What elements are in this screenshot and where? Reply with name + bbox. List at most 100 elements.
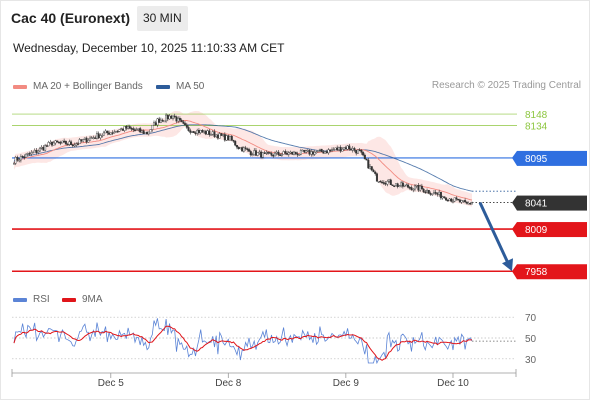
candle-body <box>405 184 408 187</box>
candle-body <box>127 126 130 129</box>
candle-body <box>279 154 282 156</box>
candle-body <box>82 139 85 142</box>
rsi-tick-30: 30 <box>525 355 537 366</box>
candle-body <box>407 184 410 188</box>
candle-body <box>424 191 427 194</box>
candle-body <box>432 192 435 195</box>
candle-body <box>464 200 467 203</box>
ma50-label: MA 50 <box>176 81 205 92</box>
candle-body <box>458 199 461 203</box>
rsi-tick-70: 70 <box>525 313 537 324</box>
candle-body <box>301 149 304 152</box>
candle-body <box>450 198 453 202</box>
legend-rsi: RSI <box>13 294 50 305</box>
candle-body <box>128 126 131 129</box>
candle-body <box>142 130 145 134</box>
candle-body <box>182 121 185 124</box>
level-label-7958: 7958 <box>525 267 548 278</box>
candle-body <box>244 147 247 150</box>
candle-body <box>318 148 321 151</box>
candle-body <box>306 150 309 152</box>
candle-body <box>177 118 180 122</box>
candle-body <box>196 130 199 134</box>
candle-body <box>350 148 353 151</box>
candle-body <box>175 116 178 122</box>
price-levels <box>12 113 517 273</box>
credit-text: Research © 2025 Trading Central <box>431 80 581 91</box>
candle-body <box>206 130 209 135</box>
candle-body <box>222 134 225 136</box>
candle-body <box>282 151 285 155</box>
ma20-line <box>13 119 473 201</box>
candle-body <box>54 140 57 144</box>
chart-datetime: Wednesday, December 10, 2025 11:10:33 AM… <box>13 41 285 55</box>
candle-body <box>16 157 19 161</box>
candle-body <box>370 166 373 171</box>
candle-body <box>83 137 86 140</box>
candle-body <box>401 182 404 187</box>
candle-body <box>256 152 259 156</box>
candle-body <box>51 141 54 146</box>
candle-body <box>367 159 370 169</box>
candle-body <box>90 137 93 139</box>
candle-body <box>393 185 396 187</box>
candle-body <box>289 151 292 154</box>
candle-body <box>429 193 432 195</box>
ma20-swatch <box>13 84 27 89</box>
candle-body <box>313 151 316 155</box>
candle-body <box>118 129 121 132</box>
candle-body <box>239 147 242 150</box>
candle-body <box>211 131 214 135</box>
candle-body <box>291 151 294 155</box>
x-axis: Dec 5 Dec 8 Dec 9 Dec 10 <box>11 369 517 389</box>
candle-body <box>462 200 465 202</box>
candle-body <box>353 148 356 151</box>
candle-body <box>408 187 411 189</box>
rsi-tick-50: 50 <box>525 334 537 345</box>
candle-body <box>123 126 126 131</box>
candle-body <box>235 144 238 148</box>
candle-body <box>311 151 314 155</box>
candle-body <box>358 149 361 152</box>
candle-body <box>184 123 187 126</box>
candle-body <box>135 129 138 131</box>
candle-body <box>85 137 88 143</box>
timeframe-badge[interactable]: 30 MIN <box>137 6 188 31</box>
candle-body <box>336 147 339 151</box>
candle-body <box>178 118 181 121</box>
candle-body <box>303 149 306 153</box>
candle-body <box>97 133 100 139</box>
candle-body <box>165 114 168 122</box>
candle-body <box>94 137 97 139</box>
candle-body <box>465 201 468 204</box>
ma20-label: MA 20 + Bollinger Bands <box>33 81 143 92</box>
candle-body <box>389 179 392 185</box>
candle-body <box>272 155 275 157</box>
candle-body <box>379 181 382 183</box>
x-tick-label: Dec 5 <box>98 378 125 389</box>
candle-body <box>75 143 78 146</box>
candle-body <box>334 147 337 150</box>
candle-body <box>76 143 79 145</box>
candle-body <box>30 152 33 155</box>
candle-body <box>152 122 155 126</box>
candle-body <box>47 142 50 147</box>
candle-body <box>374 171 377 174</box>
candle-body <box>237 146 240 150</box>
candle-body <box>280 154 283 156</box>
candle-body <box>28 153 31 155</box>
candle-body <box>412 188 415 191</box>
candle-body <box>310 151 313 155</box>
level-label-8148: 8148 <box>525 110 548 121</box>
candle-body <box>130 127 133 130</box>
rsi-panel: 70 50 30 <box>12 313 537 366</box>
level-tag-8009 <box>517 222 587 238</box>
candle-body <box>391 184 394 186</box>
candle-body <box>260 151 263 158</box>
candle-body <box>286 153 289 155</box>
candle-body <box>197 130 200 134</box>
candle-body <box>331 149 334 151</box>
candle-body <box>443 196 446 198</box>
candle-body <box>42 147 45 151</box>
